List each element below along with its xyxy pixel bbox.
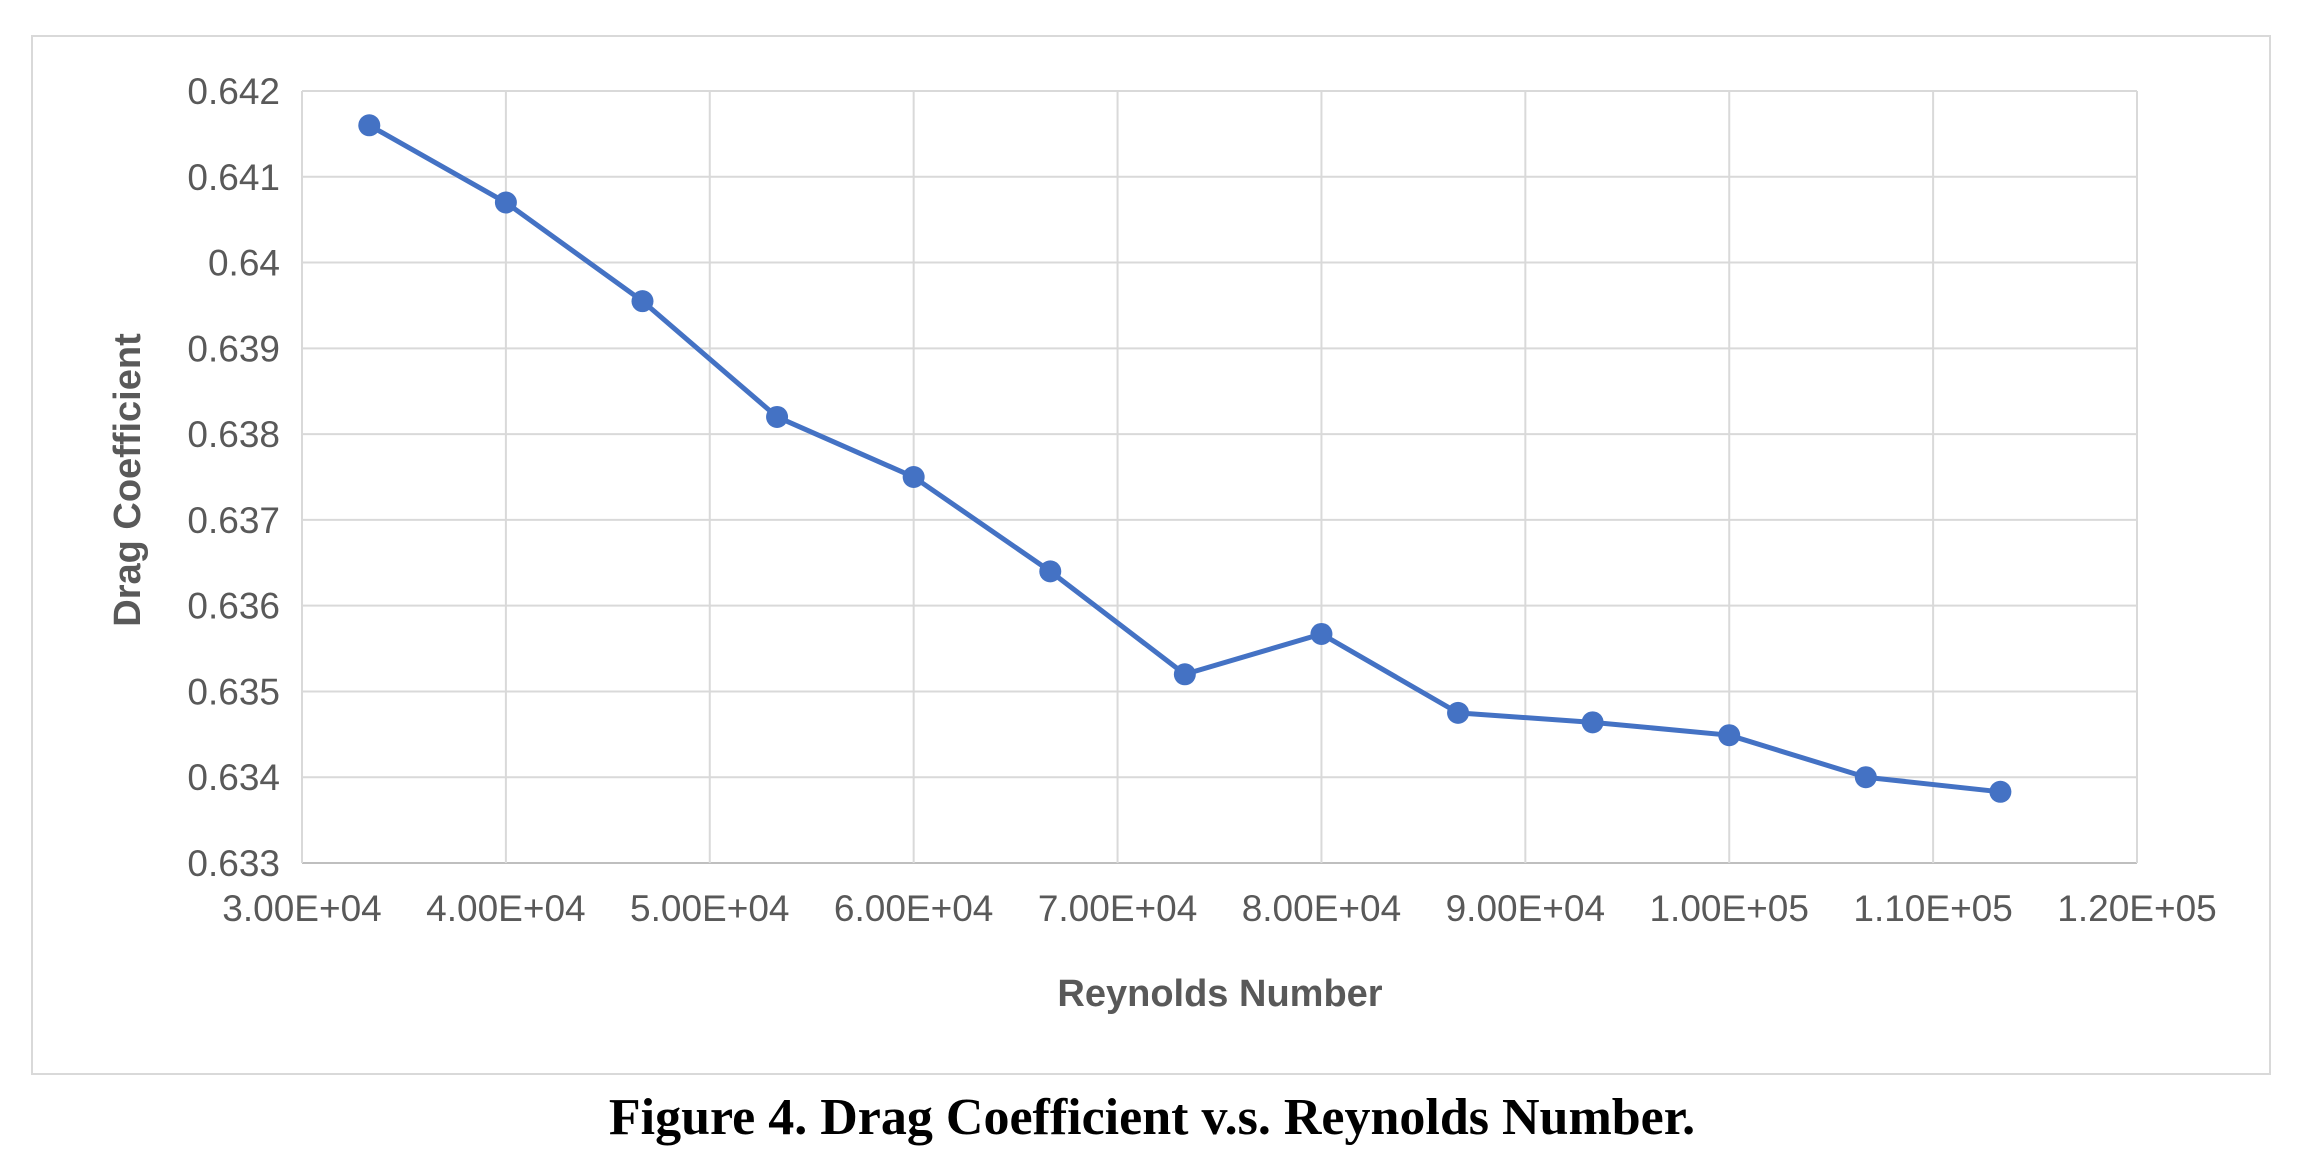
x-tick-label: 8.00E+04 [1242, 888, 1401, 929]
data-point [1310, 622, 1333, 645]
chart-frame [31, 35, 2271, 1075]
y-tick-label: 0.642 [187, 71, 280, 112]
y-tick-label: 0.639 [187, 328, 280, 369]
y-tick-label: 0.64 [208, 243, 280, 284]
x-axis-tick-labels: 3.00E+04 4.00E+04 5.00E+04 6.00E+04 7.00E+04… [222, 888, 2216, 929]
data-point [494, 191, 517, 214]
y-tick-label: 0.638 [187, 414, 280, 455]
data-point [766, 405, 789, 428]
x-tick-label: 6.00E+04 [834, 888, 993, 929]
data-point [1447, 701, 1470, 724]
data-point [902, 466, 925, 488]
x-tick-label: 5.00E+04 [630, 888, 789, 929]
y-tick-label: 0.635 [187, 671, 280, 712]
data-point [1581, 711, 1604, 734]
data-point [358, 114, 381, 137]
data-point [1718, 724, 1741, 747]
data-point [1173, 663, 1196, 686]
figure-caption: Figure 4. Drag Coefficient v.s. Reynolds… [608, 1089, 1696, 1146]
x-axis-title: Reynolds Number [1057, 973, 1382, 1015]
x-tick-label: 3.00E+04 [222, 888, 381, 929]
y-tick-label: 0.633 [187, 843, 280, 884]
grid-lines [301, 90, 2138, 864]
y-tick-label: 0.636 [187, 586, 280, 627]
x-tick-label: 4.00E+04 [426, 888, 585, 929]
y-tick-label: 0.634 [187, 757, 280, 798]
y-axis-tick-labels: 0.633 0.634 0.635 0.636 0.637 0.638 0.639 0.64 0… [187, 71, 280, 884]
data-point [631, 290, 654, 313]
y-tick-label: 0.641 [187, 157, 280, 198]
x-tick-label: 1.20E+05 [2057, 888, 2216, 929]
data-point [1989, 780, 2012, 803]
x-tick-label: 7.00E+04 [1038, 888, 1197, 929]
x-tick-label: 9.00E+04 [1446, 888, 1605, 929]
y-axis-title: Drag Coefficient [107, 333, 149, 627]
data-point [1854, 766, 1877, 789]
data-point [1039, 560, 1062, 583]
series-drag-coefficient [358, 114, 2012, 803]
x-tick-label: 1.10E+05 [1853, 888, 2012, 929]
y-tick-label: 0.637 [187, 500, 280, 541]
x-tick-label: 1.00E+05 [1649, 888, 1808, 929]
